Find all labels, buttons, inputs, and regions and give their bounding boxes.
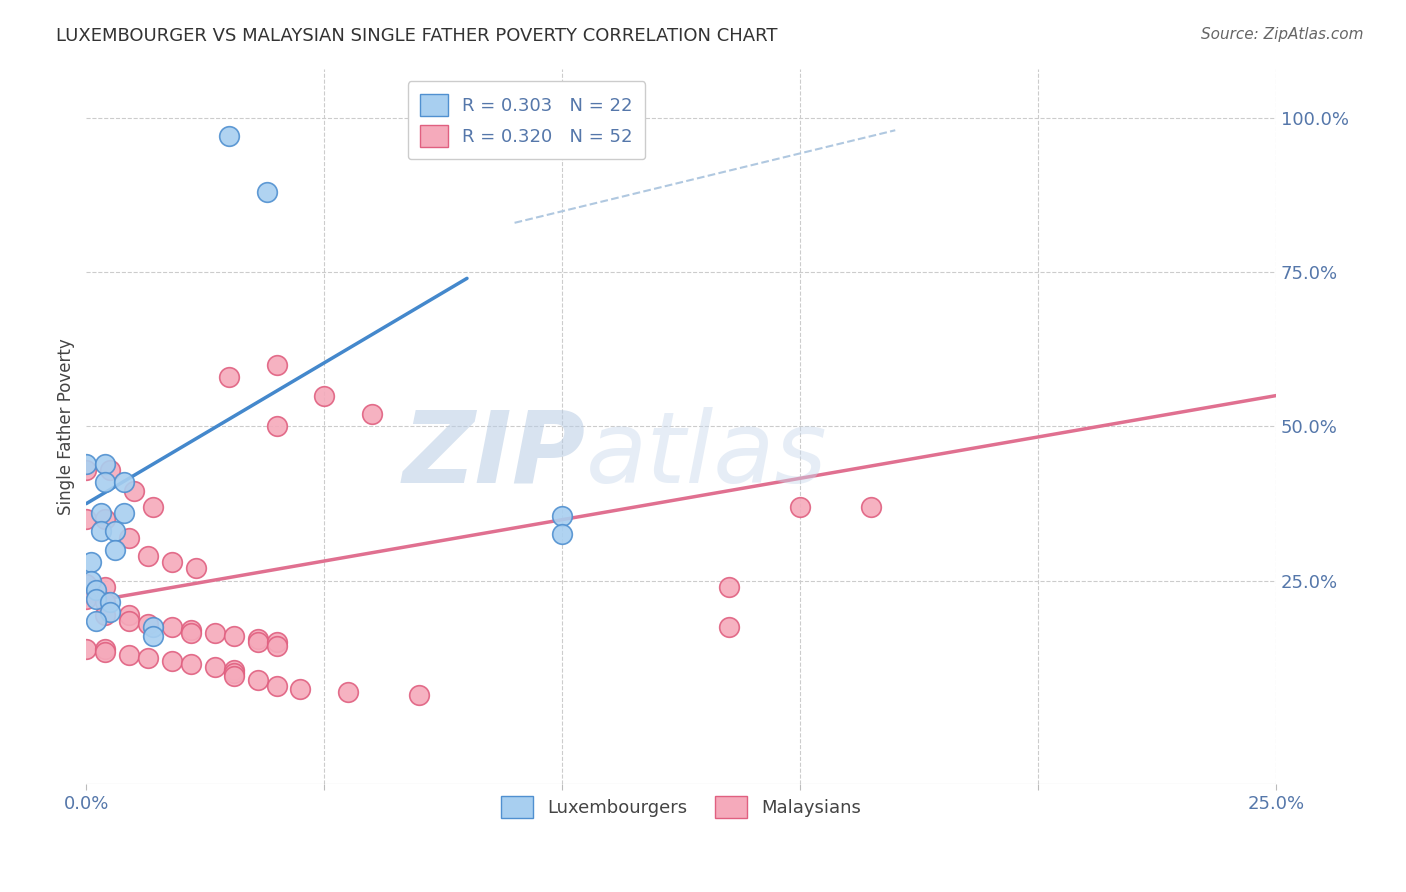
- Point: [84, 582, 107, 597]
- Point: [266, 635, 288, 649]
- Legend: Luxembourgers, Malaysians: Luxembourgers, Malaysians: [494, 789, 869, 825]
- Point: [90, 524, 112, 539]
- Point: [118, 614, 141, 628]
- Point: [142, 629, 165, 643]
- Point: [104, 524, 127, 539]
- Text: ZIP: ZIP: [404, 407, 586, 504]
- Point: [94, 475, 117, 489]
- Point: [218, 129, 240, 144]
- Point: [118, 648, 141, 662]
- Point: [222, 666, 245, 681]
- Point: [222, 669, 245, 683]
- Point: [136, 617, 159, 632]
- Point: [246, 632, 269, 647]
- Point: [337, 685, 360, 699]
- Point: [94, 512, 117, 526]
- Point: [184, 561, 207, 575]
- Point: [98, 595, 121, 609]
- Point: [717, 620, 740, 634]
- Point: [160, 555, 183, 569]
- Point: [160, 654, 183, 668]
- Point: [98, 605, 121, 619]
- Point: [180, 657, 202, 671]
- Point: [266, 679, 288, 693]
- Point: [204, 660, 226, 674]
- Point: [408, 688, 430, 702]
- Point: [94, 457, 117, 471]
- Point: [84, 614, 107, 628]
- Point: [180, 626, 202, 640]
- Point: [290, 681, 312, 696]
- Point: [256, 185, 278, 199]
- Point: [80, 574, 103, 588]
- Point: [180, 623, 202, 637]
- Point: [75, 577, 97, 591]
- Point: [94, 645, 117, 659]
- Point: [142, 500, 165, 514]
- Point: [314, 389, 336, 403]
- Point: [94, 607, 117, 622]
- Point: [104, 542, 127, 557]
- Point: [142, 620, 165, 634]
- Point: [80, 555, 103, 569]
- Point: [266, 639, 288, 653]
- Point: [204, 626, 226, 640]
- Point: [789, 500, 811, 514]
- Point: [94, 595, 117, 609]
- Point: [266, 358, 288, 372]
- Point: [136, 651, 159, 665]
- Point: [266, 419, 288, 434]
- Point: [94, 641, 117, 656]
- Point: [551, 508, 574, 523]
- Point: [112, 506, 135, 520]
- Point: [360, 407, 382, 421]
- Point: [75, 512, 97, 526]
- Point: [75, 463, 97, 477]
- Point: [222, 629, 245, 643]
- Point: [118, 531, 141, 545]
- Point: [98, 463, 121, 477]
- Text: LUXEMBOURGER VS MALAYSIAN SINGLE FATHER POVERTY CORRELATION CHART: LUXEMBOURGER VS MALAYSIAN SINGLE FATHER …: [56, 27, 778, 45]
- Point: [94, 580, 117, 594]
- Point: [218, 370, 240, 384]
- Point: [160, 620, 183, 634]
- Point: [222, 663, 245, 677]
- Point: [75, 457, 97, 471]
- Text: atlas: atlas: [586, 407, 828, 504]
- Point: [551, 527, 574, 541]
- Point: [246, 635, 269, 649]
- Point: [136, 549, 159, 563]
- Point: [112, 475, 135, 489]
- Text: Source: ZipAtlas.com: Source: ZipAtlas.com: [1201, 27, 1364, 42]
- Point: [122, 484, 145, 499]
- Point: [246, 673, 269, 687]
- Y-axis label: Single Father Poverty: Single Father Poverty: [58, 338, 75, 515]
- Point: [90, 506, 112, 520]
- Point: [860, 500, 883, 514]
- Point: [84, 592, 107, 607]
- Point: [118, 607, 141, 622]
- Point: [717, 580, 740, 594]
- Point: [75, 641, 97, 656]
- Point: [75, 592, 97, 607]
